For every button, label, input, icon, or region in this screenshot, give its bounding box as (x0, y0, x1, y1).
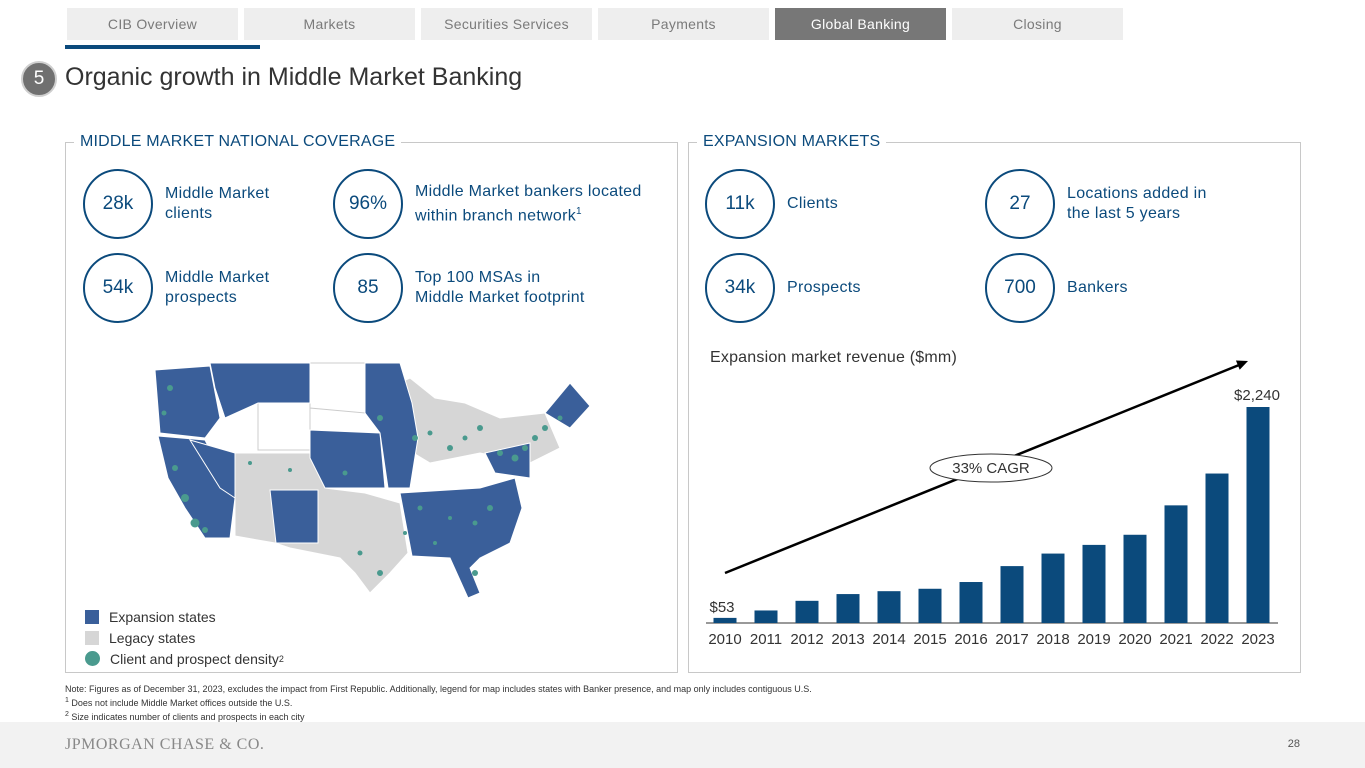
bar-2017 (1000, 566, 1024, 623)
cagr-arrow-head (1235, 360, 1248, 370)
expansion-markets-panel: EXPANSION MARKETS (688, 133, 1301, 673)
stat-label: Middle Market clients (165, 185, 270, 222)
cagr-label: 33% CAGR (952, 460, 1030, 477)
panel-title: EXPANSION MARKETS (697, 133, 887, 151)
section-tabs: CIB Overview Markets Securities Services… (67, 8, 1123, 40)
stat-label: Top 100 MSAs in Middle Market footprint (415, 269, 585, 306)
stat-clients: 11k Clients (705, 169, 838, 239)
stat-bankers-in-branch: 96% Middle Market bankers located within … (333, 169, 642, 239)
footnote-ref: 1 (576, 205, 582, 217)
legacy-swatch (85, 630, 99, 645)
stat-value: 700 (985, 253, 1055, 323)
x-tick-label: 2011 (750, 631, 782, 648)
bar-2023 (1246, 407, 1270, 623)
x-tick-label: 2019 (1077, 631, 1110, 648)
tab-progress-indicator (65, 45, 260, 49)
tab-markets[interactable]: Markets (244, 8, 415, 40)
panel-title: MIDDLE MARKET NATIONAL COVERAGE (74, 133, 402, 151)
us-coverage-map (154, 362, 591, 599)
tab-payments[interactable]: Payments (598, 8, 769, 40)
tab-global-banking[interactable]: Global Banking (775, 8, 946, 40)
footnotes: Note: Figures as of December 31, 2023, e… (65, 683, 812, 723)
x-tick-label: 2016 (954, 631, 987, 648)
section-number-badge: 5 (21, 61, 57, 97)
stat-prospects: 34k Prospects (705, 253, 861, 323)
legend-legacy: Legacy states (85, 627, 284, 648)
stat-label: Clients (787, 195, 839, 212)
stat-label: Bankers (1067, 279, 1128, 296)
stat-top-msas: 85 Top 100 MSAs in Middle Market footprin… (333, 253, 585, 323)
bar-2010 (713, 617, 737, 623)
x-tick-label: 2012 (790, 631, 823, 648)
bar-2020 (1123, 534, 1147, 623)
legend-density: Client and prospect density 2 (85, 648, 284, 669)
chart-title: Expansion market revenue ($mm) (710, 349, 957, 366)
footnote-ref: 2 (278, 653, 284, 664)
revenue-bar-chart: 2010 2011 2012 2013 2014 2015 2016 2017 2018 2019… (706, 360, 1280, 648)
stat-value: 96% (333, 169, 403, 239)
legend-expansion: Expansion states (85, 606, 284, 627)
bar-2012 (795, 600, 819, 623)
tab-securities-services[interactable]: Securities Services (421, 8, 592, 40)
tab-cib-overview[interactable]: CIB Overview (67, 8, 238, 40)
tab-closing[interactable]: Closing (952, 8, 1123, 40)
footer-bar (0, 722, 1365, 768)
bar-2018 (1041, 553, 1065, 623)
x-tick-label: 2018 (1036, 631, 1069, 648)
bar-2019 (1082, 544, 1106, 623)
cagr-bubble (929, 453, 1053, 483)
stat-label: Prospects (787, 279, 861, 296)
data-label-last: $2,240 (1234, 387, 1280, 404)
x-tick-label: 2021 (1159, 631, 1192, 648)
bar-2021 (1164, 505, 1188, 623)
page-title: Organic growth in Middle Market Banking (65, 63, 523, 91)
x-tick-label: 2017 (995, 631, 1028, 648)
stat-mm-prospects: 54k Middle Market prospects (83, 253, 269, 323)
stat-label: Middle Market prospects (165, 269, 270, 306)
stat-value: 54k (83, 253, 153, 323)
stat-value: 27 (985, 169, 1055, 239)
note-2: 2 Size indicates number of clients and p… (65, 711, 305, 722)
x-tick-label: 2014 (872, 631, 905, 648)
x-tick-label: 2013 (831, 631, 864, 648)
bar-2022 (1205, 473, 1229, 623)
page-number: 28 (1287, 738, 1300, 750)
bar-2013 (836, 594, 860, 623)
stat-locations-added: 27 Locations added in the last 5 years (985, 169, 1207, 239)
bar-2016 (959, 582, 983, 623)
expansion-swatch (85, 609, 99, 624)
density-swatch (85, 651, 100, 666)
bar-2014 (877, 591, 901, 623)
density-dots (161, 385, 563, 576)
bar-2011 (754, 610, 778, 623)
x-tick-label: 2015 (913, 631, 946, 648)
x-tick-label: 2023 (1241, 631, 1274, 648)
stat-bankers: 700 Bankers (985, 253, 1128, 323)
x-tick-label: 2010 (708, 631, 741, 648)
x-tick-label: 2022 (1200, 631, 1233, 648)
stat-value: 28k (83, 169, 153, 239)
stat-label: Locations added in the last 5 years (1067, 185, 1207, 222)
stat-value: 11k (705, 169, 775, 239)
national-coverage-panel: MIDDLE MARKET NATIONAL COVERAGE (65, 133, 678, 673)
note-1: 1 Does not include Middle Market offices… (65, 697, 293, 708)
data-label-first: $53 (709, 599, 734, 616)
stat-value: 34k (705, 253, 775, 323)
map-legend: Expansion states Legacy states Client an… (85, 606, 284, 669)
bar-2015 (918, 588, 942, 623)
x-tick-label: 2020 (1118, 631, 1151, 648)
stat-value: 85 (333, 253, 403, 323)
note-main: Note: Figures as of December 31, 2023, e… (65, 684, 812, 694)
company-logo: JPMORGAN CHASE & CO. (65, 736, 265, 753)
stat-mm-clients: 28k Middle Market clients (83, 169, 269, 239)
stat-label: Middle Market bankers located within bran… (415, 182, 642, 225)
